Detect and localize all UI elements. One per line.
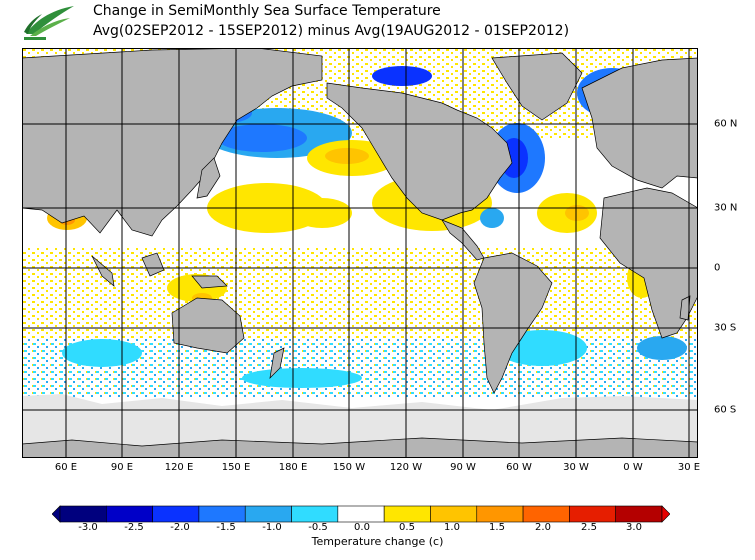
- landmass-borneo: [141, 252, 165, 277]
- landmass-australia: [171, 297, 245, 354]
- sst-change-patches: [22, 48, 698, 398]
- landmass-africa: [599, 187, 698, 339]
- lon-label-120e: 120 E: [164, 462, 194, 473]
- landmass-north-america: [326, 82, 513, 221]
- landmass-eurasia: [22, 48, 323, 237]
- landmass-new-guinea: [191, 275, 228, 289]
- landmass-new-zealand: [269, 347, 285, 380]
- colorbar-tick-label: 1.5: [489, 522, 505, 533]
- chart-subtitle: Avg(02SEP2012 - 15SEP2012) minus Avg(19A…: [93, 23, 570, 39]
- colorbar-tick-label: -3.0: [78, 522, 98, 533]
- colorbar-cell: [291, 505, 339, 523]
- chart-title: Change in SemiMonthly Sea Surface Temper…: [93, 3, 441, 19]
- lon-label-60e: 60 E: [54, 462, 78, 473]
- lat-label-30s: 30 S: [714, 322, 737, 334]
- colorbar-cell: [198, 505, 246, 523]
- colorbar-units-label: Temperature change (c): [311, 535, 444, 548]
- lon-label-30w: 30 W: [563, 462, 589, 473]
- landmass-madagascar: [679, 295, 691, 321]
- landmass-greenland: [491, 52, 583, 121]
- colorbar-cell: [430, 505, 478, 523]
- agency-logo-icon: [24, 6, 74, 40]
- colorbar-tick-label: 1.0: [444, 522, 460, 533]
- colorbar-cell: [383, 505, 431, 523]
- colorbar-tick-label: -0.5: [308, 522, 328, 533]
- lon-label-30e: 30 E: [677, 462, 701, 473]
- lat-label-30n: 30 N: [714, 202, 738, 214]
- colorbar-tick-label: 0.5: [399, 522, 415, 533]
- colorbar-tick-label: 2.5: [581, 522, 597, 533]
- colorbar-cell: [59, 505, 107, 523]
- lat-label-0: 0: [714, 262, 721, 274]
- lat-label-60s: 60 S: [714, 404, 737, 416]
- colorbar-cell: [337, 505, 385, 523]
- colorbar-high-arrow: [661, 505, 670, 523]
- colorbar-cell: [244, 505, 292, 523]
- colorbar-cell: [476, 505, 524, 523]
- lon-label-0w: 0 W: [623, 462, 643, 473]
- colorbar-low-arrow: [52, 505, 61, 523]
- landmass-japan: [196, 157, 221, 199]
- lon-label-90e: 90 E: [110, 462, 134, 473]
- lon-label-180e: 180 E: [278, 462, 308, 473]
- lon-label-60w: 60 W: [506, 462, 532, 473]
- colorbar-cells: [59, 505, 663, 523]
- landmass-sumatra: [91, 255, 115, 287]
- colorbar-cell: [106, 505, 153, 523]
- landmass-europe: [581, 57, 698, 189]
- colorbar-tick-label: -2.0: [170, 522, 190, 533]
- landmass-antarctica: [22, 437, 698, 458]
- sst-change-map: [22, 48, 698, 458]
- colorbar-tick-label: -2.5: [124, 522, 144, 533]
- lon-label-150w: 150 W: [332, 462, 366, 473]
- land-masses: [22, 48, 698, 458]
- map-frame: [22, 48, 698, 458]
- colorbar-cell: [522, 505, 570, 523]
- colorbar-tick-label: 2.0: [535, 522, 551, 533]
- colorbar-tick-label: -1.0: [262, 522, 282, 533]
- lon-label-150e: 150 E: [221, 462, 251, 473]
- lon-label-120w: 120 W: [389, 462, 423, 473]
- colorbar-tick-label: 0.0: [354, 522, 370, 533]
- colorbar-tick-label: -1.5: [216, 522, 236, 533]
- landmass-south-america: [473, 252, 553, 394]
- graticule: [22, 48, 698, 458]
- colorbar-tick-label: 3.0: [626, 522, 642, 533]
- lon-label-90w: 90 W: [450, 462, 476, 473]
- colorbar-cell: [152, 505, 200, 523]
- colorbar: [52, 505, 670, 523]
- colorbar-cell: [569, 505, 616, 523]
- colorbar-cell: [615, 505, 663, 523]
- lat-label-60n: 60 N: [714, 118, 738, 130]
